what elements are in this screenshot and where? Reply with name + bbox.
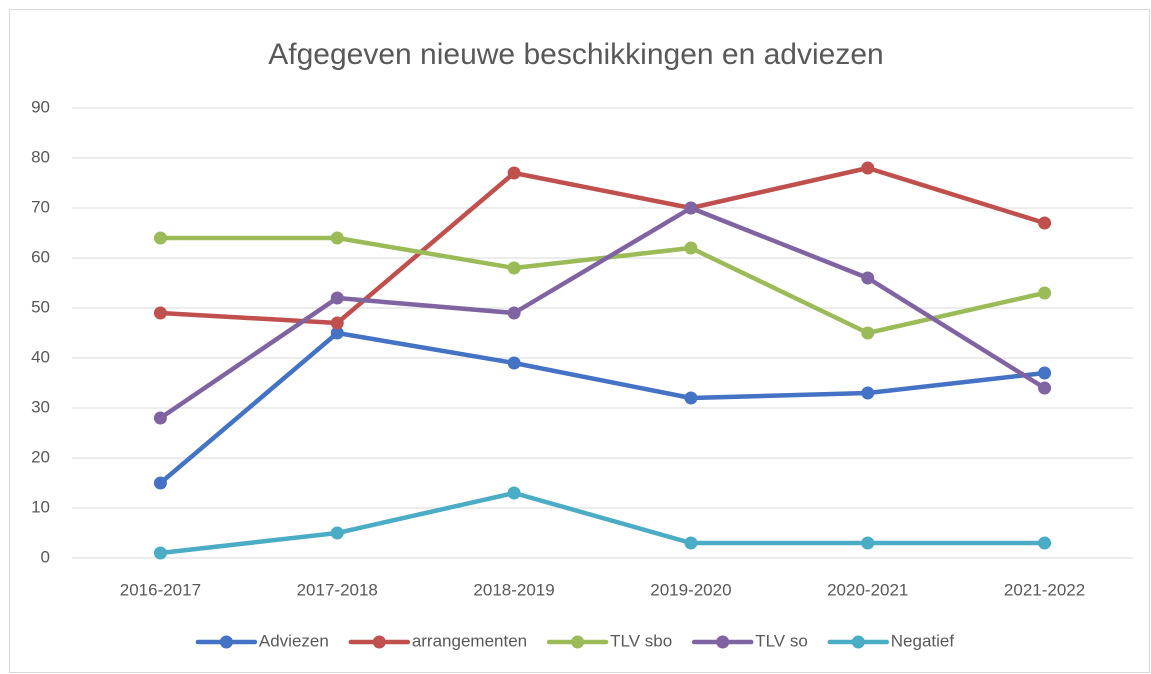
data-point: [1038, 366, 1052, 380]
data-point: [684, 391, 698, 405]
data-point: [330, 326, 344, 340]
data-point: [1038, 216, 1052, 230]
series-line: [158, 330, 1047, 486]
data-point: [684, 201, 698, 215]
data-point: [153, 476, 167, 490]
chart-title: Afgegeven nieuwe beschikkingen en adviez…: [268, 38, 883, 71]
data-point: [153, 546, 167, 560]
data-point: [330, 316, 344, 330]
x-tick-label: 2018-2019: [473, 580, 554, 599]
legend-marker: [571, 635, 585, 649]
data-point: [330, 291, 344, 305]
legend-label: TLV so: [755, 631, 808, 650]
x-tick-label: 2019-2020: [650, 580, 731, 599]
y-tick-label: 70: [31, 197, 50, 216]
y-tick-label: 40: [31, 347, 50, 366]
data-point: [507, 356, 521, 370]
legend-label: Adviezen: [259, 631, 329, 650]
data-point: [684, 536, 698, 550]
data-point: [507, 166, 521, 180]
data-point: [861, 326, 875, 340]
legend-label: arrangementen: [412, 631, 527, 650]
legend-label: Negatief: [891, 631, 955, 650]
data-point: [1038, 286, 1052, 300]
x-tick-label: 2017-2018: [297, 580, 378, 599]
data-point: [153, 231, 167, 245]
data-point: [507, 261, 521, 275]
data-point: [507, 306, 521, 320]
y-tick-label: 30: [31, 397, 50, 416]
legend-marker: [851, 635, 865, 649]
x-tick-label: 2021-2022: [1004, 580, 1085, 599]
series-line: [158, 205, 1047, 421]
y-tick-label: 50: [31, 297, 50, 316]
series-line: [158, 490, 1047, 556]
data-point: [507, 486, 521, 500]
data-point: [153, 411, 167, 425]
data-point: [330, 526, 344, 540]
data-point: [861, 536, 875, 550]
x-tick-label: 2016-2017: [120, 580, 201, 599]
legend-marker: [219, 635, 233, 649]
data-point: [861, 386, 875, 400]
data-point: [1038, 536, 1052, 550]
y-tick-label: 0: [41, 547, 50, 566]
legend-label: TLV sbo: [610, 631, 672, 650]
data-point: [330, 231, 344, 245]
data-point: [861, 271, 875, 285]
chart-border: [9, 9, 1150, 673]
data-point: [684, 241, 698, 255]
y-tick-label: 20: [31, 447, 50, 466]
y-tick-label: 80: [31, 147, 50, 166]
y-tick-label: 10: [31, 497, 50, 516]
x-tick-label: 2020-2021: [827, 580, 908, 599]
y-tick-label: 60: [31, 247, 50, 266]
legend-marker: [372, 635, 386, 649]
data-point: [861, 161, 875, 175]
legend-marker: [716, 635, 730, 649]
series-line: [158, 165, 1047, 326]
data-point: [153, 306, 167, 320]
data-point: [1038, 381, 1052, 395]
y-tick-label: 90: [31, 97, 50, 116]
